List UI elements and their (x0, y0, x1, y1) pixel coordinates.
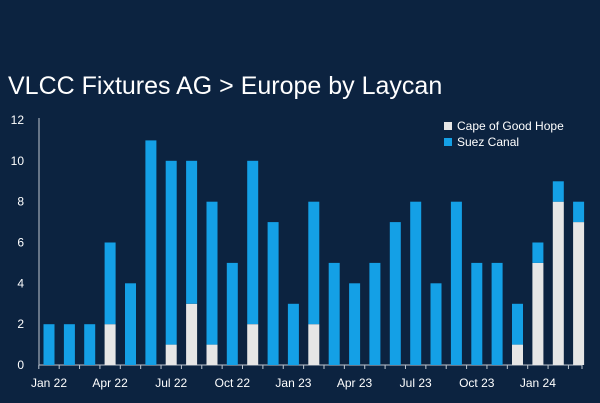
bar-suez-canal (84, 324, 96, 365)
y-tick-label: 4 (17, 276, 24, 290)
x-tick-label: Apr 23 (337, 376, 373, 390)
x-tick-label: Apr 22 (92, 376, 128, 390)
bar-suez-canal (430, 283, 442, 365)
bar-suez-canal (165, 160, 177, 345)
bar-suez-canal (63, 324, 75, 365)
bar-cape-of-good-hope (552, 201, 564, 365)
x-tick-label: Oct 22 (215, 376, 251, 390)
bar-suez-canal (369, 262, 381, 365)
bar-suez-canal (471, 262, 483, 365)
bar-suez-canal (552, 181, 564, 202)
y-tick-label: 0 (17, 358, 24, 372)
bar-cape-of-good-hope (247, 324, 259, 365)
x-tick-label: Jan 22 (31, 376, 67, 390)
x-tick-label: Jan 24 (520, 376, 556, 390)
bar-cape-of-good-hope (573, 222, 585, 365)
bar-suez-canal (125, 283, 136, 365)
y-tick-label: 6 (17, 236, 24, 250)
bar-suez-canal (389, 222, 401, 365)
bar-cape-of-good-hope (186, 303, 198, 366)
x-tick-label: Jul 22 (155, 376, 187, 390)
bar-suez-canal (287, 303, 299, 366)
bar-cape-of-good-hope (532, 262, 544, 365)
bar-suez-canal (512, 303, 523, 345)
x-tick-label: Jan 23 (275, 376, 311, 390)
legend-swatch-suez (444, 138, 452, 146)
bar-suez-canal (450, 201, 462, 365)
y-tick-label: 8 (17, 195, 24, 209)
y-tick-label: 10 (11, 154, 25, 168)
x-tick-label: Oct 23 (459, 376, 495, 390)
bar-cape-of-good-hope (308, 324, 320, 365)
bar-suez-canal (226, 262, 238, 365)
bar-cape-of-good-hope (165, 344, 177, 365)
bar-suez-canal (104, 242, 116, 325)
legend-label-suez: Suez Canal (457, 135, 519, 149)
bar-suez-canal (206, 201, 218, 345)
x-tick-label: Jul 23 (400, 376, 432, 390)
bar-suez-canal (349, 283, 361, 365)
chart-title: VLCC Fixtures AG > Europe by Laycan (8, 72, 443, 100)
bar-cape-of-good-hope (512, 344, 523, 365)
bar-suez-canal (532, 242, 544, 263)
bar-suez-canal (267, 222, 279, 365)
y-tick-label: 2 (17, 317, 24, 331)
legend-label-cape: Cape of Good Hope (457, 119, 564, 133)
legend-swatch-cape (444, 122, 452, 130)
bar-suez-canal (410, 201, 422, 365)
bar-suez-canal (328, 262, 340, 365)
bar-suez-canal (145, 140, 157, 365)
bar-cape-of-good-hope (206, 344, 218, 365)
bar-suez-canal (308, 201, 320, 325)
bar-suez-canal (247, 160, 259, 325)
bar-suez-canal (186, 160, 198, 304)
bar-cape-of-good-hope (104, 324, 116, 365)
bar-suez-canal (573, 201, 585, 223)
y-tick-label: 12 (11, 113, 25, 127)
bar-suez-canal (491, 262, 503, 365)
bar-suez-canal (43, 324, 55, 365)
